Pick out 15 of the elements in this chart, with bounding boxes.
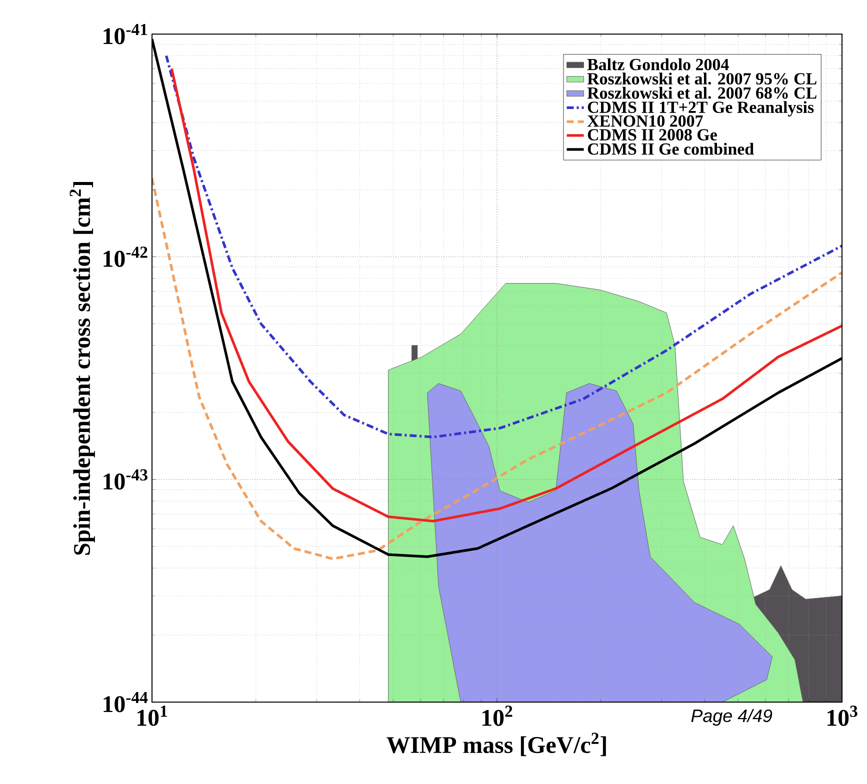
text: Page 4/49 [691,708,772,726]
legend-label: CDMS II Ge combined [588,142,754,155]
x-axis-title: WIMP mass [GeV/c$^{2}$] [386,732,606,756]
y-tick-label: 10$^{-43}$ [104,469,148,490]
legend-label: Baltz Gondolo 2004 [587,58,729,70]
legend-label: CDMS II 2008 Ge [588,129,717,140]
x-tick-label: 10$^{3}$ [828,706,858,726]
legend-label: Roszkowski et al. 2007 95% CL [587,72,816,85]
legend-label: XENON10 2007 [587,115,703,127]
y-tick-label: 10$^{-41}$ [104,24,148,44]
x-tick-label: 10$^{2}$ [482,706,512,726]
y-axis-title: Spin-independent cross section [cm$^{2}$] [70,182,95,555]
y-tick-label: 10$^{-42}$ [104,246,148,267]
legend-label: Roszkowski et al. 2007 68% CL [587,86,816,99]
legend-label: CDMS II 1T+2T Ge Reanalysis [588,101,814,116]
